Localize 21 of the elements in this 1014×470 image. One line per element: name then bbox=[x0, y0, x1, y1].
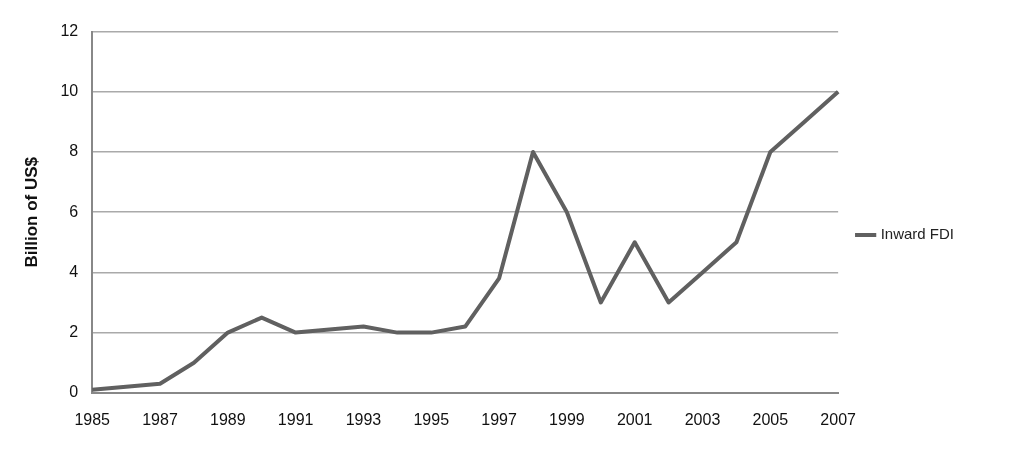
y-tick-label: 4 bbox=[69, 262, 79, 280]
x-tick-label: 1999 bbox=[549, 410, 585, 428]
y-tick-label: 8 bbox=[69, 142, 79, 160]
y-tick-label: 10 bbox=[60, 82, 79, 100]
x-tick-label: 1989 bbox=[210, 410, 246, 428]
x-tick-label: 1987 bbox=[142, 410, 178, 428]
x-tick-label: 1997 bbox=[481, 410, 517, 428]
y-tick-label: 12 bbox=[60, 22, 79, 40]
y-tick-label: 0 bbox=[69, 383, 79, 401]
x-tick-label: 2003 bbox=[684, 410, 721, 428]
legend-label: Inward FDI bbox=[880, 225, 955, 243]
y-axis-title: Billion of US$ bbox=[21, 156, 41, 268]
y-tick-label: 6 bbox=[69, 202, 79, 220]
x-tick-label: 1985 bbox=[74, 410, 111, 428]
x-tick-label: 1993 bbox=[345, 410, 382, 428]
x-tick-label: 2007 bbox=[820, 410, 857, 428]
x-tick-label: 2005 bbox=[752, 410, 789, 428]
x-tick-label: 1991 bbox=[277, 410, 314, 428]
x-tick-label: 1995 bbox=[413, 410, 450, 428]
y-tick-label: 2 bbox=[69, 323, 79, 341]
x-tick-label: 2001 bbox=[616, 410, 653, 428]
